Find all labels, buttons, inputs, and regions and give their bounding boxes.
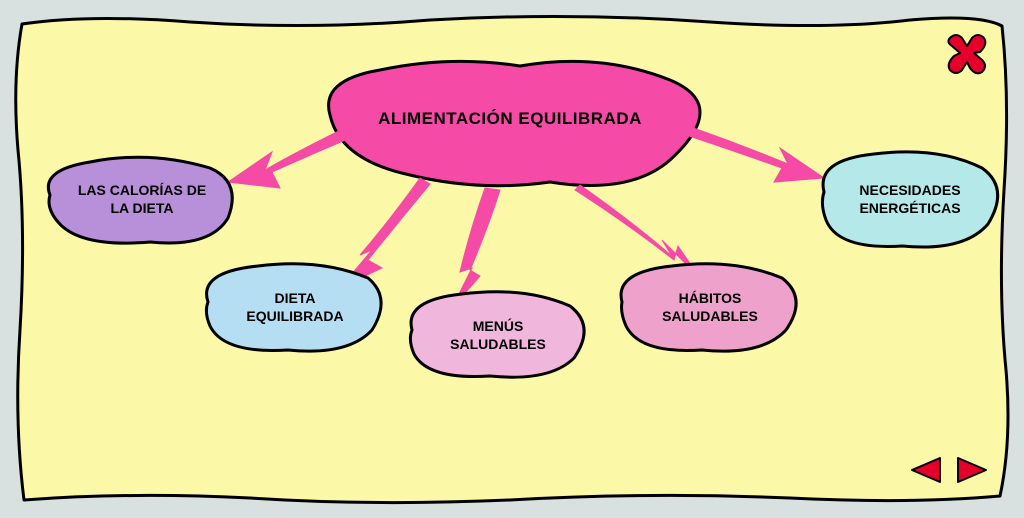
- click-central[interactable]: [330, 60, 690, 190]
- prev-icon: [906, 450, 946, 490]
- click-menus[interactable]: [404, 290, 594, 382]
- next-icon: [952, 450, 992, 490]
- click-calorias[interactable]: [40, 158, 240, 250]
- click-dieta[interactable]: [200, 262, 390, 354]
- mindmap-panel: ALIMENTACIÓN EQUILIBRADA LAS CALORÍAS DE…: [10, 10, 1014, 508]
- prev-button[interactable]: [906, 450, 946, 490]
- close-button[interactable]: [942, 28, 992, 78]
- click-necesidades[interactable]: [816, 150, 1011, 250]
- next-button[interactable]: [952, 450, 992, 490]
- click-habitos[interactable]: [614, 262, 804, 354]
- close-icon: [942, 28, 992, 78]
